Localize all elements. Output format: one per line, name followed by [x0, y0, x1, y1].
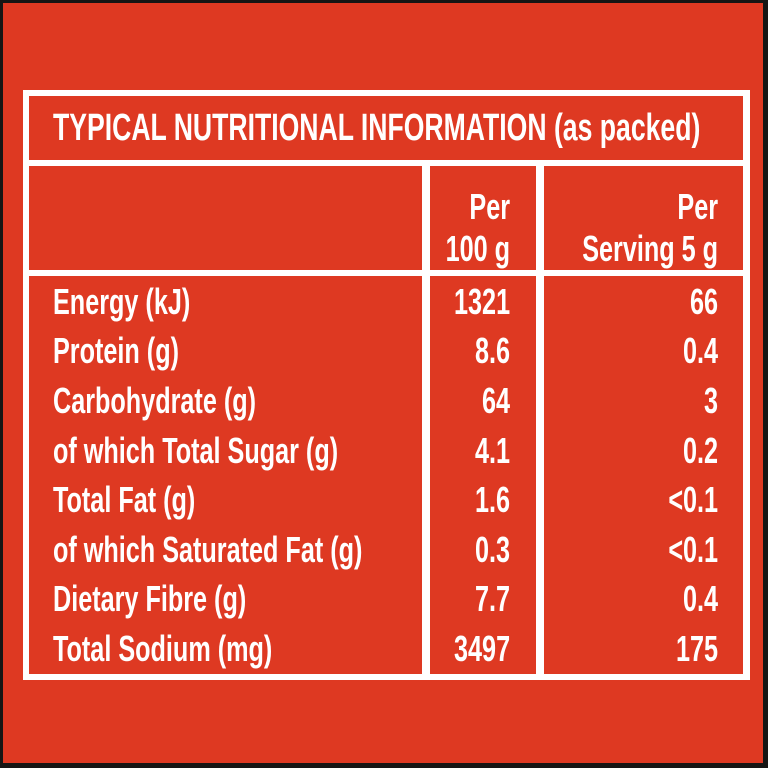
nutrient-name: of which Saturated Fat (g) — [53, 528, 363, 570]
header-per-100g-line1: Per — [469, 186, 510, 227]
value-per-100g: 8.6 — [430, 327, 536, 377]
table-title: TYPICAL NUTRITIONAL INFORMATION (as pack… — [53, 106, 701, 149]
value-text: 1.6 — [474, 479, 510, 521]
header-per-serving-line1: Per — [677, 186, 718, 227]
value-per-serving: 3 — [544, 376, 743, 426]
value-per-serving: 66 — [544, 277, 743, 327]
row-label: Total Fat (g) — [29, 475, 422, 525]
column-per-serving-values: 66 0.4 3 0.2 <0.1 <0.1 0.4 175 — [544, 276, 743, 674]
nutrient-name: Total Sodium (mg) — [53, 627, 273, 669]
nutrient-name: of which Total Sugar (g) — [53, 429, 339, 471]
nutrient-name: Total Fat (g) — [53, 479, 196, 521]
value-per-100g: 0.3 — [430, 525, 536, 575]
value-per-serving: 0.2 — [544, 426, 743, 476]
value-text: 0.4 — [682, 578, 718, 620]
row-label: Total Sodium (mg) — [29, 624, 422, 674]
value-per-100g: 4.1 — [430, 426, 536, 476]
value-text: 0.3 — [474, 528, 510, 570]
value-text: 8.6 — [474, 330, 510, 372]
nutrient-name: Protein (g) — [53, 330, 179, 372]
row-label: Carbohydrate (g) — [29, 376, 422, 426]
value-per-100g: 64 — [430, 376, 536, 426]
value-per-serving: 0.4 — [544, 575, 743, 625]
header-per-100g: Per 100 g — [430, 166, 536, 270]
value-per-serving: 175 — [544, 624, 743, 674]
value-text: 64 — [481, 379, 510, 421]
nutrition-label-background: TYPICAL NUTRITIONAL INFORMATION (as pack… — [3, 3, 763, 763]
value-text: 0.2 — [682, 429, 718, 471]
value-text: <0.1 — [668, 528, 718, 570]
value-text: 3 — [703, 379, 718, 421]
row-label: Dietary Fibre (g) — [29, 575, 422, 625]
value-per-100g: 3497 — [430, 624, 536, 674]
value-per-100g: 1321 — [430, 277, 536, 327]
row-label: Protein (g) — [29, 327, 422, 377]
value-text: 3497 — [453, 627, 510, 669]
value-text: 7.7 — [474, 578, 510, 620]
row-label: of which Saturated Fat (g) — [29, 525, 422, 575]
row-label: of which Total Sugar (g) — [29, 426, 422, 476]
value-text: 1321 — [453, 280, 510, 322]
header-spacer-cell — [29, 166, 422, 270]
header-per-serving-line2: Serving 5 g — [582, 228, 718, 269]
value-text: <0.1 — [668, 479, 718, 521]
title-row: TYPICAL NUTRITIONAL INFORMATION (as pack… — [29, 96, 743, 160]
nutrient-name: Energy (kJ) — [53, 280, 191, 322]
value-per-serving: <0.1 — [544, 525, 743, 575]
header-per-100g-line2: 100 g — [445, 228, 510, 269]
nutrient-name: Dietary Fibre (g) — [53, 578, 247, 620]
value-per-100g: 7.7 — [430, 575, 536, 625]
column-per-100g-values: 1321 8.6 64 4.1 1.6 0.3 7.7 3497 — [430, 276, 536, 674]
nutrient-name: Carbohydrate (g) — [53, 379, 257, 421]
value-per-100g: 1.6 — [430, 475, 536, 525]
value-text: 175 — [675, 627, 718, 669]
row-label: Energy (kJ) — [29, 277, 422, 327]
value-text: 66 — [689, 280, 718, 322]
column-nutrient-names: Energy (kJ) Protein (g) Carbohydrate (g)… — [29, 276, 422, 674]
value-per-serving: 0.4 — [544, 327, 743, 377]
value-per-serving: <0.1 — [544, 475, 743, 525]
nutrition-table: TYPICAL NUTRITIONAL INFORMATION (as pack… — [23, 90, 750, 680]
value-text: 4.1 — [474, 429, 510, 471]
value-text: 0.4 — [682, 330, 718, 372]
header-per-serving: Per Serving 5 g — [544, 166, 743, 270]
